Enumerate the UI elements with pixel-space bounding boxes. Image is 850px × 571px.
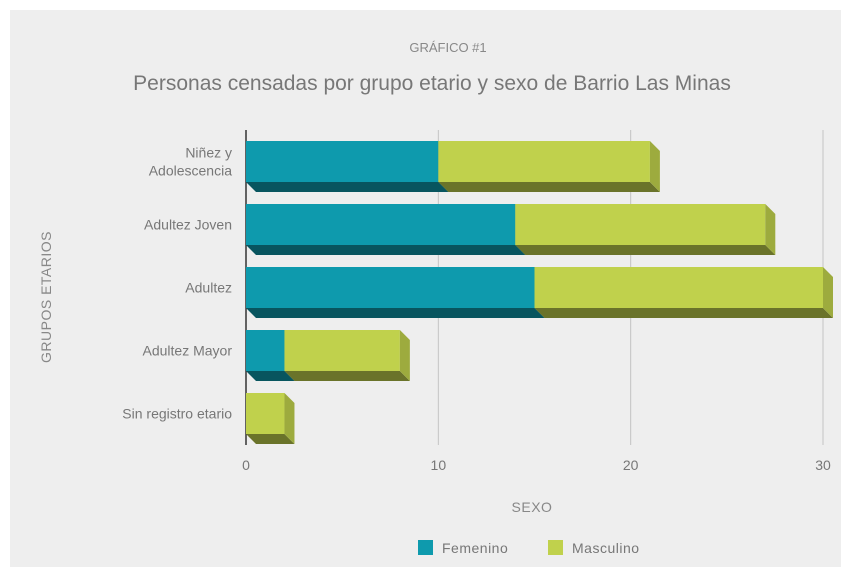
category-label: Sin registro etario <box>122 406 232 422</box>
category-label: Niñez y Adolescencia <box>149 145 232 179</box>
bar-masculino[interactable] <box>246 393 285 434</box>
bar-femenino[interactable] <box>246 141 439 182</box>
bars <box>246 141 833 444</box>
bar-side <box>399 330 410 381</box>
bar-side <box>823 267 833 318</box>
bar-shadow <box>246 434 295 444</box>
category-label: Adultez Mayor <box>143 343 233 359</box>
x-tick-label: 30 <box>815 457 831 473</box>
bar-masculino[interactable] <box>284 330 400 371</box>
bar-shadow <box>284 371 410 381</box>
bar-side <box>765 204 776 255</box>
category-label: Adultez <box>185 280 232 296</box>
bar-shadow <box>246 182 449 192</box>
legend-swatch-femenino <box>418 540 433 555</box>
x-tick-labels: 0 10 20 30 <box>242 457 831 473</box>
x-tick-label: 0 <box>242 457 250 473</box>
bar-shadow <box>534 308 833 318</box>
bar-masculino[interactable] <box>534 267 824 308</box>
bar-femenino[interactable] <box>246 267 535 308</box>
legend-label-masculino[interactable]: Masculino <box>572 540 640 556</box>
category-label: Adultez Joven <box>144 217 232 233</box>
bar-femenino[interactable] <box>246 204 516 245</box>
legend-label-femenino[interactable]: Femenino <box>442 540 508 556</box>
bar-femenino[interactable] <box>246 330 285 371</box>
bar-shadow <box>438 182 660 192</box>
bar-side <box>284 393 295 444</box>
bar-shadow <box>246 245 526 255</box>
bar-shadow <box>246 308 545 318</box>
chart-overline: GRÁFICO #1 <box>409 40 486 55</box>
bar-side <box>649 141 660 192</box>
chart-title: Personas censadas por grupo etario y sex… <box>133 72 731 95</box>
x-axis-label: SEXO <box>512 499 553 515</box>
chart: GRÁFICO #1 Personas censadas por grupo e… <box>38 40 833 556</box>
x-tick-label: 10 <box>431 457 447 473</box>
bar-masculino[interactable] <box>515 204 766 245</box>
x-tick-label: 20 <box>623 457 639 473</box>
category-labels: Niñez y Adolescencia Adultez Joven Adultez A… <box>122 145 232 422</box>
chart-frame: GRÁFICO #1 Personas censadas por grupo e… <box>10 10 841 567</box>
bar-masculino[interactable] <box>438 141 650 182</box>
legend-swatch-masculino <box>548 540 563 555</box>
bar-shadow <box>246 371 295 381</box>
y-axis-label: GRUPOS ETARIOS <box>38 231 54 363</box>
legend[interactable]: Femenino Masculino <box>418 540 640 556</box>
bar-shadow <box>515 245 776 255</box>
